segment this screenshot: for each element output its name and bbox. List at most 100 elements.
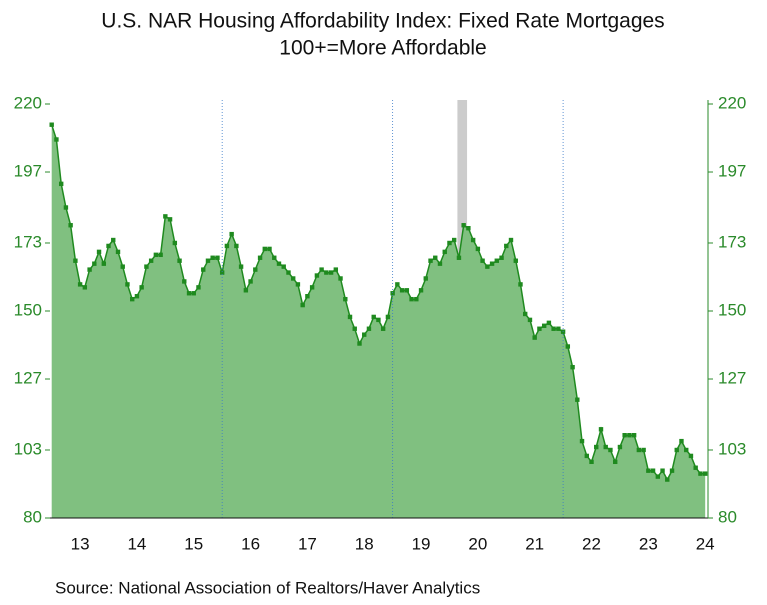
marker bbox=[219, 270, 225, 275]
marker bbox=[433, 255, 438, 260]
marker bbox=[144, 264, 149, 269]
marker bbox=[63, 205, 69, 210]
marker bbox=[182, 279, 187, 284]
marker bbox=[125, 282, 130, 287]
x-tick-label: 13 bbox=[71, 534, 90, 553]
marker bbox=[489, 261, 495, 266]
marker bbox=[248, 279, 253, 284]
marker bbox=[660, 468, 665, 473]
x-tick-label: 17 bbox=[298, 534, 317, 553]
marker bbox=[106, 243, 111, 249]
marker bbox=[470, 237, 476, 243]
marker bbox=[513, 258, 518, 263]
x-tick-label: 14 bbox=[127, 534, 146, 553]
marker bbox=[357, 341, 362, 346]
x-tick-label: 19 bbox=[412, 534, 431, 553]
marker bbox=[290, 276, 296, 281]
marker bbox=[518, 282, 523, 287]
marker bbox=[272, 255, 277, 260]
chart-subtitle: 100+=More Affordable bbox=[279, 37, 486, 60]
marker bbox=[148, 258, 154, 263]
y-tick-label: 150 bbox=[14, 300, 42, 319]
marker bbox=[546, 320, 552, 326]
marker bbox=[96, 249, 102, 255]
marker bbox=[617, 444, 623, 450]
marker bbox=[442, 249, 447, 255]
marker bbox=[523, 311, 528, 317]
marker bbox=[267, 246, 272, 252]
marker bbox=[527, 317, 533, 323]
marker bbox=[319, 267, 324, 272]
marker bbox=[167, 217, 173, 222]
marker bbox=[428, 258, 433, 263]
marker bbox=[177, 258, 182, 263]
marker bbox=[333, 267, 339, 272]
marker bbox=[366, 326, 372, 331]
marker bbox=[347, 314, 353, 320]
marker bbox=[665, 477, 670, 482]
marker bbox=[608, 447, 613, 453]
marker bbox=[134, 294, 140, 299]
marker bbox=[461, 223, 466, 228]
marker bbox=[480, 258, 485, 263]
marker bbox=[693, 465, 698, 470]
marker bbox=[655, 474, 661, 479]
marker bbox=[158, 252, 163, 258]
marker bbox=[423, 276, 428, 281]
marker bbox=[631, 433, 637, 438]
marker bbox=[541, 323, 547, 328]
marker bbox=[376, 317, 381, 323]
marker bbox=[494, 258, 499, 263]
marker bbox=[418, 288, 424, 293]
marker bbox=[257, 255, 263, 260]
marker bbox=[172, 240, 178, 246]
marker bbox=[385, 314, 391, 320]
marker bbox=[210, 255, 215, 260]
y-tick-label: 220 bbox=[14, 93, 42, 112]
x-tick-label: 20 bbox=[468, 534, 487, 553]
marker bbox=[594, 444, 599, 450]
marker bbox=[613, 459, 618, 465]
marker bbox=[399, 288, 405, 293]
y2-tick-label: 150 bbox=[718, 300, 746, 319]
marker bbox=[243, 288, 249, 293]
marker bbox=[328, 270, 334, 275]
marker bbox=[352, 326, 357, 331]
marker bbox=[201, 267, 206, 272]
marker bbox=[447, 240, 452, 246]
marker bbox=[362, 332, 367, 337]
marker bbox=[679, 438, 684, 444]
marker bbox=[636, 447, 642, 453]
x-tick-label: 15 bbox=[184, 534, 203, 553]
marker bbox=[551, 326, 556, 331]
y-tick-label: 127 bbox=[14, 368, 42, 387]
marker bbox=[537, 326, 542, 331]
marker bbox=[295, 282, 301, 287]
y-tick-label: 80 bbox=[23, 507, 42, 526]
marker bbox=[205, 258, 211, 263]
marker bbox=[532, 335, 537, 340]
marker bbox=[499, 255, 504, 260]
marker bbox=[475, 246, 481, 252]
marker bbox=[229, 231, 234, 237]
marker bbox=[589, 459, 594, 465]
marker bbox=[650, 468, 656, 473]
marker bbox=[698, 471, 703, 476]
marker bbox=[371, 314, 376, 320]
marker bbox=[598, 427, 604, 432]
y2-tick-label: 80 bbox=[718, 507, 737, 526]
marker bbox=[120, 264, 125, 269]
marker bbox=[186, 291, 192, 296]
marker bbox=[153, 252, 159, 258]
marker bbox=[87, 267, 92, 272]
marker bbox=[300, 302, 305, 308]
y2-tick-label: 103 bbox=[718, 439, 746, 458]
marker bbox=[338, 276, 343, 281]
marker bbox=[684, 447, 689, 453]
marker bbox=[253, 267, 258, 272]
marker bbox=[674, 447, 679, 453]
marker bbox=[224, 243, 230, 249]
y-tick-label: 197 bbox=[14, 161, 42, 180]
marker bbox=[77, 282, 83, 287]
marker bbox=[58, 181, 64, 187]
